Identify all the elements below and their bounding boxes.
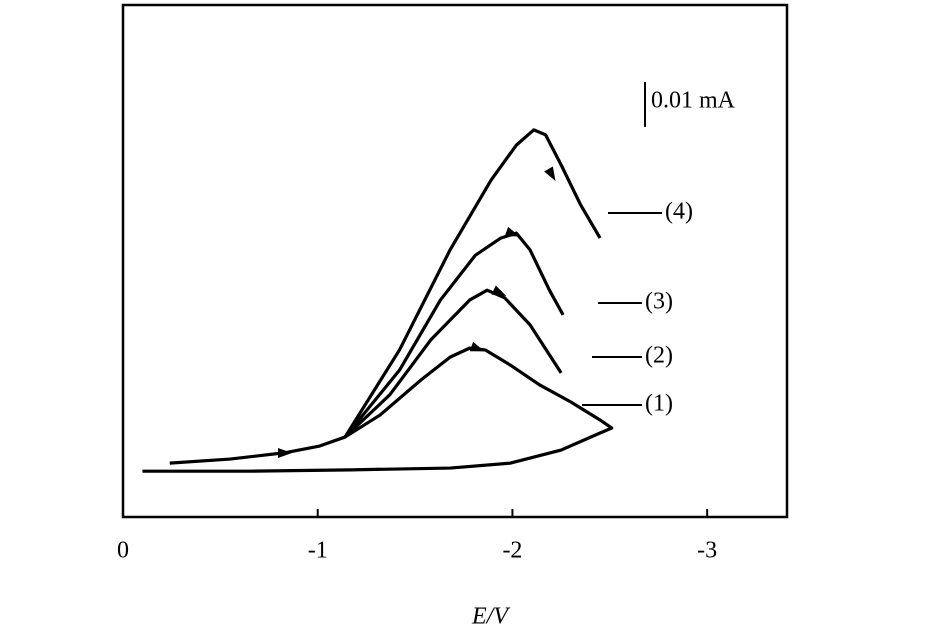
legend-label: (2) [645, 343, 673, 369]
scale-bar-label: 0.01 mA [651, 88, 736, 114]
curve [142, 346, 614, 473]
curve [343, 231, 565, 439]
x-tick-label: -3 [697, 538, 717, 564]
legend-label: (4) [665, 199, 693, 225]
x-tick-label: -1 [308, 538, 328, 564]
x-axis-label: E/V [471, 604, 510, 630]
direction-arrow [544, 166, 556, 182]
x-tick-label: -2 [502, 538, 522, 564]
curve [343, 128, 602, 438]
direction-arrow [278, 448, 292, 458]
plot-frame [121, 3, 789, 519]
curve [343, 288, 563, 439]
direction-arrow [504, 226, 520, 237]
legend-label: (1) [645, 391, 673, 417]
legend-label: (3) [645, 289, 673, 315]
direction-arrow [469, 341, 485, 352]
direction-arrow [491, 285, 507, 296]
x-tick-label: 0 [117, 538, 129, 564]
